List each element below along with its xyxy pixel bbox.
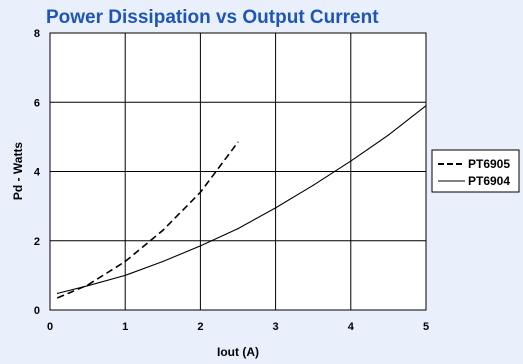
- x-tick-label: 0: [47, 321, 53, 333]
- data-point-pt6904: [87, 285, 89, 287]
- x-tick-label: 4: [348, 321, 355, 333]
- data-point-pt6904: [425, 105, 427, 107]
- data-point-pt6904: [56, 292, 59, 294]
- x-tick-label: 3: [273, 321, 279, 333]
- x-axis-ticks: 0 1 2 3 4 5: [47, 321, 429, 333]
- x-tick-label: 5: [423, 321, 429, 333]
- x-tick-label: 1: [122, 321, 128, 333]
- legend-label-pt6905: PT6905: [468, 157, 510, 171]
- data-point-pt6905: [56, 297, 59, 299]
- data-point-pt6904: [162, 260, 164, 263]
- data-point-pt6904: [350, 160, 352, 162]
- data-point-pt6904: [199, 245, 201, 247]
- y-tick-label: 0: [34, 305, 40, 317]
- legend-label-pt6904: PT6904: [468, 174, 510, 188]
- series-layer: [56, 105, 427, 299]
- grid: [50, 33, 426, 310]
- data-point-pt6905: [237, 141, 239, 143]
- data-point-pt6904: [237, 228, 239, 230]
- legend-box: [431, 149, 520, 193]
- y-tick-label: 2: [34, 236, 40, 248]
- data-point-pt6905: [162, 229, 164, 231]
- y-tick-label: 4: [34, 167, 41, 179]
- y-tick-label: 8: [34, 28, 40, 40]
- x-axis-label: Iout (A): [217, 345, 259, 359]
- y-axis-label: Pd - Watts: [11, 142, 25, 201]
- chart-title: Power Dissipation vs Output Current: [46, 7, 379, 28]
- data-point-pt6904: [124, 274, 126, 276]
- data-point-pt6904: [275, 207, 277, 209]
- data-point-pt6905: [124, 260, 126, 263]
- data-point-pt6905: [199, 191, 201, 193]
- data-point-pt6904: [312, 184, 314, 186]
- legend: PT6905 PT6904: [431, 149, 520, 193]
- y-axis-ticks: 0 2 4 6 8: [34, 28, 41, 317]
- y-tick-label: 6: [34, 97, 40, 109]
- plot-border: [49, 32, 427, 311]
- data-point-pt6904: [387, 134, 389, 136]
- x-tick-label: 2: [197, 321, 203, 333]
